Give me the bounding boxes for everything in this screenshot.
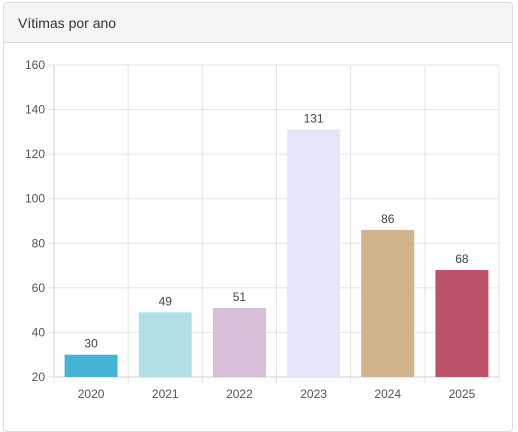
data-label-2023: 131: [304, 112, 324, 126]
data-label-2022: 51: [233, 290, 247, 304]
bar-2022: [212, 307, 266, 377]
y-tick-label: 60: [32, 281, 46, 295]
y-tick-label: 80: [32, 236, 46, 250]
x-tick-label-2022: 2022: [226, 387, 253, 401]
y-tick-label: 160: [25, 58, 45, 72]
data-label-2021: 49: [159, 294, 173, 308]
y-tick-label: 120: [25, 147, 45, 161]
x-tick-label-2024: 2024: [374, 387, 401, 401]
data-label-2025: 68: [455, 252, 469, 266]
bar-2021: [138, 312, 192, 377]
x-tick-label-2025: 2025: [449, 387, 476, 401]
panel-heading: Vítimas por ano: [4, 3, 512, 43]
bar-2024: [361, 229, 415, 377]
bar-2023: [287, 129, 341, 377]
bar-2025: [435, 270, 489, 377]
y-tick-label: 40: [32, 325, 46, 339]
x-axis: 2020 2021 2022 2023 2024 2025: [78, 387, 476, 401]
panel-title: Vítimas por ano: [18, 15, 117, 31]
x-tick-label-2021: 2021: [152, 387, 179, 401]
data-label-2024: 86: [381, 212, 395, 226]
x-tick-label-2020: 2020: [78, 387, 105, 401]
data-label-2020: 30: [84, 337, 98, 351]
y-tick-label: 100: [25, 192, 45, 206]
y-tick-label: 140: [25, 103, 45, 117]
x-tick-label-2023: 2023: [300, 387, 327, 401]
y-axis: 20 40 60 80 100 120 140 160: [25, 58, 45, 384]
data-labels: 30 49 51 131 86 68: [84, 112, 469, 351]
bars: [64, 129, 489, 377]
chart-grid: [48, 64, 500, 383]
y-tick-label: 20: [32, 370, 46, 384]
bar-2020: [64, 354, 118, 377]
